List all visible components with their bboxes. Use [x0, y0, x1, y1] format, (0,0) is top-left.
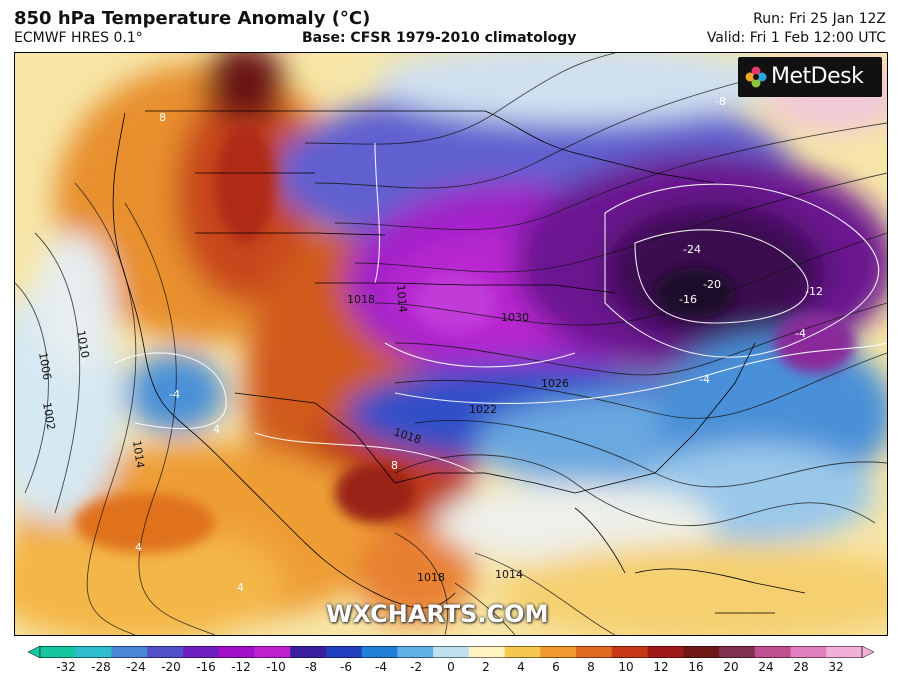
colorbar-segment — [40, 646, 77, 658]
colorbar-tick-label: 6 — [552, 660, 560, 674]
colorbar-segment — [182, 646, 220, 658]
anomaly-label: -12 — [805, 285, 823, 298]
isobar-label: 1014 — [394, 284, 409, 313]
anomaly-label: -4 — [169, 388, 180, 401]
isobar-label: 1026 — [541, 377, 569, 390]
anomaly-contours — [114, 142, 887, 474]
anomaly-map: 1010 1006 1002 1014 1018 1022 1026 1030 … — [14, 52, 888, 636]
colorbar-tick-label: 10 — [618, 660, 634, 674]
colorbar-arrow-left — [28, 646, 41, 658]
colorbar-segment — [647, 646, 684, 658]
colorbar-tick-label: -20 — [161, 660, 181, 674]
colorbar-tick-label: -16 — [196, 660, 216, 674]
run-time: Run: Fri 25 Jan 12Z — [753, 11, 886, 27]
colorbar-tick-label: -8 — [305, 660, 317, 674]
colorbar-tick-label: 28 — [793, 660, 809, 674]
anomaly-label: -20 — [703, 278, 721, 291]
isobar-label: 1002 — [40, 401, 58, 431]
anomaly-label: 4 — [213, 423, 220, 436]
colorbar-tick-label: -2 — [410, 660, 422, 674]
colorbar-tick-label: -10 — [266, 660, 286, 674]
colorbar-segment — [683, 646, 720, 658]
colorbar — [28, 646, 874, 658]
colorbar-tick-label: -4 — [375, 660, 387, 674]
colorbar-segment — [254, 646, 291, 658]
anomaly-label: -4 — [699, 373, 710, 386]
anomaly-label: 8 — [391, 459, 398, 472]
colorbar-tick-label: 2 — [482, 660, 490, 674]
isobar-label: 1014 — [130, 440, 147, 470]
colorbar-segment — [826, 646, 863, 658]
isobar-label: 1030 — [501, 311, 529, 324]
colorbar-segment — [754, 646, 792, 658]
model-label: ECMWF HRES 0.1° — [14, 30, 143, 46]
isobar-label: 1018 — [347, 293, 375, 306]
colorbar-tick-label: 12 — [653, 660, 669, 674]
borders — [112, 110, 806, 614]
colorbar-tick-label: 8 — [587, 660, 595, 674]
colorbar-tick-label: 0 — [447, 660, 455, 674]
colorbar-segment — [504, 646, 541, 658]
base-label: Base: CFSR 1979-2010 climatology — [302, 30, 577, 46]
colorbar-segment — [719, 646, 756, 658]
colorbar-arrow-right — [861, 646, 874, 658]
colorbar-tick-label: -24 — [126, 660, 146, 674]
colorbar-segment — [111, 646, 148, 658]
colorbar-segment — [468, 646, 506, 658]
colorbar-tick-label: 16 — [688, 660, 704, 674]
valid-time: Valid: Fri 1 Feb 12:00 UTC — [706, 30, 886, 46]
isobar-label: 1022 — [469, 403, 497, 416]
colorbar-tick-label: 4 — [517, 660, 525, 674]
isobar-label: 1018 — [417, 571, 445, 584]
colorbar-segment — [790, 646, 827, 658]
colorbar-tick-label: -32 — [56, 660, 76, 674]
colorbar-segment — [397, 646, 434, 658]
map-canvas: 1010 1006 1002 1014 1018 1022 1026 1030 … — [15, 53, 887, 635]
anomaly-label: -8 — [715, 95, 726, 108]
wxcharts-watermark: WXCHARTS.COM — [326, 600, 549, 628]
colorbar-tick-label: -12 — [231, 660, 251, 674]
colorbar-tick-label: 20 — [723, 660, 739, 674]
isobar-label: 1014 — [495, 568, 523, 581]
anomaly-label: -4 — [795, 327, 806, 340]
isobar-label: 1010 — [74, 329, 92, 359]
anomaly-label: -16 — [679, 293, 697, 306]
anomaly-label: 8 — [159, 111, 166, 124]
colorbar-segment — [576, 646, 613, 658]
colorbar-segment — [147, 646, 184, 658]
isobar-label: 1006 — [36, 351, 54, 381]
map-labels: 1010 1006 1002 1014 1018 1022 1026 1030 … — [36, 95, 823, 594]
colorbar-tick-label: 24 — [758, 660, 774, 674]
colorbar-segment — [361, 646, 398, 658]
colorbar-tick-label: 32 — [828, 660, 844, 674]
map-title: 850 hPa Temperature Anomaly (°C) — [14, 8, 371, 29]
colorbar-tick-label: -28 — [91, 660, 111, 674]
logo-text: MetDesk — [771, 64, 864, 89]
colorbar-segment — [611, 646, 649, 658]
colorbar-segment — [290, 646, 327, 658]
colorbar-segment — [433, 646, 470, 658]
metdesk-logo: MetDesk — [738, 57, 882, 97]
colorbar-segment — [325, 646, 363, 658]
colorbar-border — [39, 646, 863, 658]
colorbar-tick-label: -6 — [340, 660, 352, 674]
isobar-lines — [15, 53, 887, 635]
anomaly-label: 4 — [237, 581, 244, 594]
anomaly-label: 4 — [135, 541, 142, 554]
colorbar-segment — [540, 646, 577, 658]
detail-field — [75, 123, 855, 553]
anomaly-label: -24 — [683, 243, 701, 256]
colorbar-segments — [28, 646, 874, 658]
flower-icon — [745, 66, 767, 88]
colorbar-segment — [75, 646, 112, 658]
colorbar-segment — [218, 646, 255, 658]
